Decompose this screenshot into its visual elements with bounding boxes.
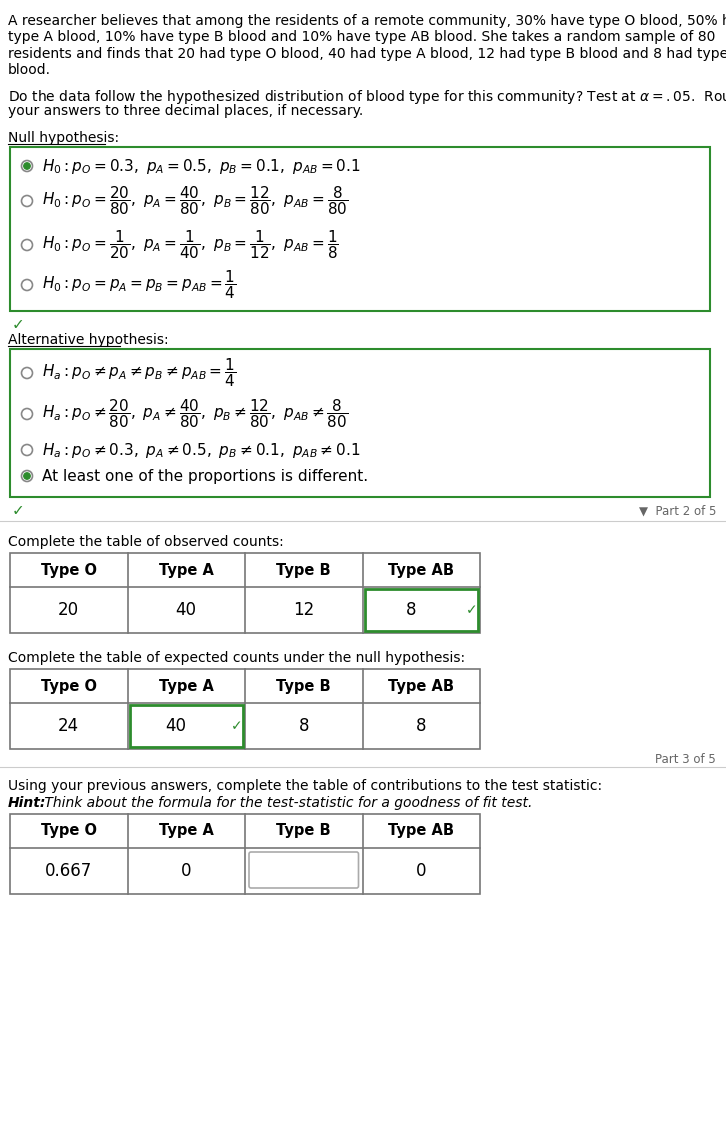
Text: Type B: Type B xyxy=(277,678,331,694)
FancyBboxPatch shape xyxy=(10,669,480,749)
Text: 8: 8 xyxy=(406,601,417,619)
Text: type A blood, 10% have type B blood and 10% have type AB blood. She takes a rand: type A blood, 10% have type B blood and … xyxy=(8,31,715,44)
Text: 20: 20 xyxy=(58,601,79,619)
FancyBboxPatch shape xyxy=(129,705,243,747)
Text: ✓: ✓ xyxy=(12,503,25,518)
Text: $H_0: p_O = 0.3,\ p_A = 0.5,\ p_B = 0.1,\ p_{AB} = 0.1$: $H_0: p_O = 0.3,\ p_A = 0.5,\ p_B = 0.1,… xyxy=(42,156,361,175)
Text: 0: 0 xyxy=(416,862,426,880)
Text: 40: 40 xyxy=(176,601,197,619)
Text: Think about the formula for the test-statistic for a goodness of fit test.: Think about the formula for the test-sta… xyxy=(40,796,532,810)
Text: $H_0: p_O = \dfrac{1}{20},\ p_A = \dfrac{1}{40},\ p_B = \dfrac{1}{12},\ p_{AB} =: $H_0: p_O = \dfrac{1}{20},\ p_A = \dfrac… xyxy=(42,228,339,261)
Text: 0: 0 xyxy=(181,862,192,880)
Text: 24: 24 xyxy=(58,718,79,734)
Text: Type AB: Type AB xyxy=(388,563,454,577)
Text: Complete the table of expected counts under the null hypothesis:: Complete the table of expected counts un… xyxy=(8,651,465,664)
FancyBboxPatch shape xyxy=(249,852,359,888)
Circle shape xyxy=(22,195,33,207)
Text: blood.: blood. xyxy=(8,63,51,78)
Circle shape xyxy=(24,163,30,170)
Text: 8: 8 xyxy=(416,718,426,734)
Circle shape xyxy=(22,240,33,251)
Text: Type O: Type O xyxy=(41,563,97,577)
Text: At least one of the proportions is different.: At least one of the proportions is diffe… xyxy=(42,469,368,484)
FancyBboxPatch shape xyxy=(10,147,710,311)
Circle shape xyxy=(22,470,33,481)
Text: Type O: Type O xyxy=(41,824,97,838)
Text: Null hypothesis:: Null hypothesis: xyxy=(8,131,119,145)
Circle shape xyxy=(22,444,33,455)
Text: 0.667: 0.667 xyxy=(45,862,92,880)
Text: Alternative hypothesis:: Alternative hypothesis: xyxy=(8,333,168,347)
Text: 8: 8 xyxy=(298,718,309,734)
Text: ✓: ✓ xyxy=(466,603,478,617)
FancyBboxPatch shape xyxy=(10,814,480,894)
Text: Type A: Type A xyxy=(159,678,213,694)
FancyBboxPatch shape xyxy=(10,553,480,633)
Text: A researcher believes that among the residents of a remote community, 30% have t: A researcher believes that among the res… xyxy=(8,14,726,28)
Text: Part 3 of 5: Part 3 of 5 xyxy=(656,753,716,766)
Text: ▼  Part 2 of 5: ▼ Part 2 of 5 xyxy=(639,505,716,518)
Text: your answers to three decimal places, if necessary.: your answers to three decimal places, if… xyxy=(8,104,363,119)
Text: Type A: Type A xyxy=(159,563,213,577)
Text: Hint:: Hint: xyxy=(8,796,46,810)
Text: ✓: ✓ xyxy=(231,719,242,733)
Text: $H_a: p_O \neq p_A \neq p_B \neq p_{AB} = \dfrac{1}{4}$: $H_a: p_O \neq p_A \neq p_B \neq p_{AB} … xyxy=(42,357,236,390)
Circle shape xyxy=(22,279,33,290)
Text: residents and finds that 20 had type O blood, 40 had type A blood, 12 had type B: residents and finds that 20 had type O b… xyxy=(8,47,726,61)
Text: Type B: Type B xyxy=(277,563,331,577)
Text: Type B: Type B xyxy=(277,824,331,838)
Text: $H_a: p_O \neq 0.3,\ p_A \neq 0.5,\ p_B \neq 0.1,\ p_{AB} \neq 0.1$: $H_a: p_O \neq 0.3,\ p_A \neq 0.5,\ p_B … xyxy=(42,441,361,460)
Text: $H_0: p_O = p_A = p_B = p_{AB} = \dfrac{1}{4}$: $H_0: p_O = p_A = p_B = p_{AB} = \dfrac{… xyxy=(42,269,237,302)
Circle shape xyxy=(22,367,33,379)
Text: Type AB: Type AB xyxy=(388,678,454,694)
FancyBboxPatch shape xyxy=(10,349,710,497)
Text: Type A: Type A xyxy=(159,824,213,838)
Circle shape xyxy=(22,409,33,419)
Text: 12: 12 xyxy=(293,601,314,619)
Circle shape xyxy=(24,472,30,479)
Text: Type O: Type O xyxy=(41,678,97,694)
Text: $H_0: p_O = \dfrac{20}{80},\ p_A = \dfrac{40}{80},\ p_B = \dfrac{12}{80},\ p_{AB: $H_0: p_O = \dfrac{20}{80},\ p_A = \dfra… xyxy=(42,184,348,217)
Text: 40: 40 xyxy=(166,718,187,734)
Text: Do the data follow the hypothesized distribution of blood type for this communit: Do the data follow the hypothesized dist… xyxy=(8,88,726,106)
Text: ✓: ✓ xyxy=(12,318,25,332)
Text: $H_a: p_O \neq \dfrac{20}{80},\ p_A \neq \dfrac{40}{80},\ p_B \neq \dfrac{12}{80: $H_a: p_O \neq \dfrac{20}{80},\ p_A \neq… xyxy=(42,398,348,431)
FancyBboxPatch shape xyxy=(364,589,478,631)
Text: Complete the table of observed counts:: Complete the table of observed counts: xyxy=(8,534,284,549)
Text: Type AB: Type AB xyxy=(388,824,454,838)
Circle shape xyxy=(22,160,33,172)
Text: Using your previous answers, complete the table of contributions to the test sta: Using your previous answers, complete th… xyxy=(8,779,602,793)
